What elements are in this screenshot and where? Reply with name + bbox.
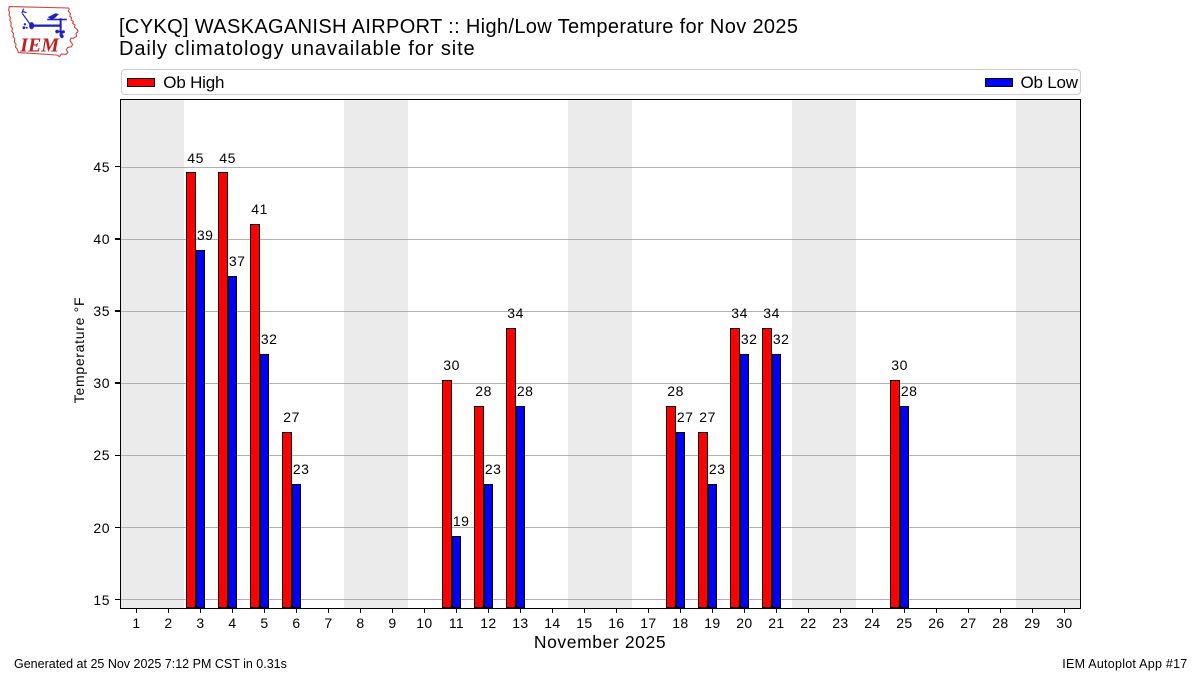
svg-text:IEM: IEM: [19, 34, 60, 56]
